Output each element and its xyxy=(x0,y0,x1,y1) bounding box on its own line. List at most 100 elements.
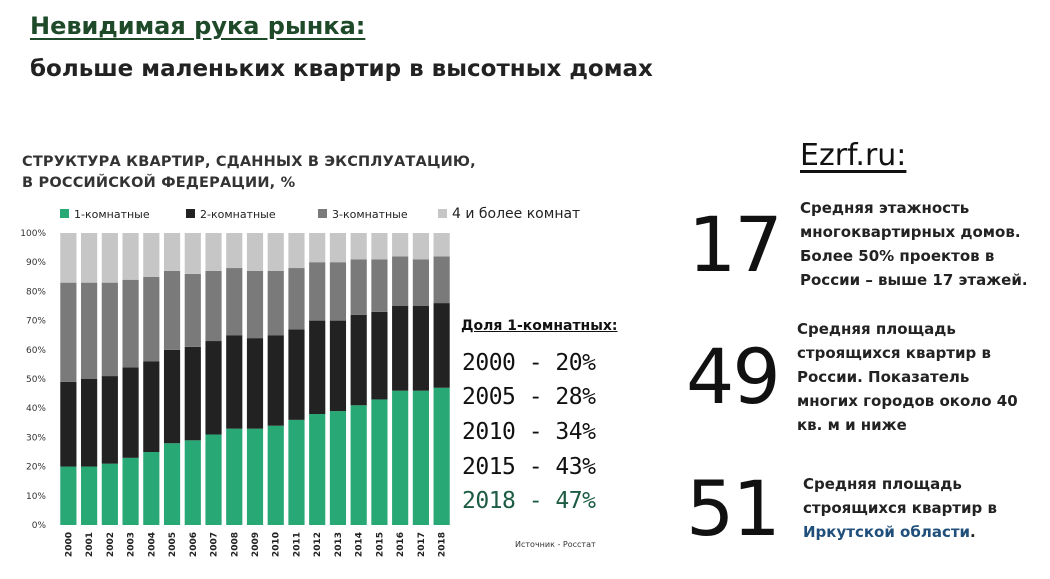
legend-swatch xyxy=(438,209,447,218)
bar-segment xyxy=(267,335,284,426)
bar-segment xyxy=(226,335,243,429)
x-tick-label: 2014 xyxy=(355,532,365,557)
bar-segment xyxy=(101,376,118,464)
bar-segment xyxy=(163,270,181,350)
bar-segment xyxy=(350,233,367,260)
bar-segment xyxy=(81,466,98,525)
stat-line: Средняя площадь xyxy=(797,320,956,338)
x-tick-label: 2013 xyxy=(334,532,344,557)
bar-segment xyxy=(392,306,409,391)
y-tick-label: 50% xyxy=(26,375,46,385)
page-title: Невидимая рука рынка: xyxy=(30,12,366,40)
share-item: 2000 - 20% xyxy=(462,350,596,376)
bar-segment xyxy=(433,256,450,304)
stat-line: Более 50% проектов в xyxy=(800,247,995,265)
legend-label: 2-комнатные xyxy=(200,208,276,221)
bar-segment xyxy=(122,367,139,458)
bar-segment xyxy=(309,233,326,263)
bar-segment xyxy=(309,262,326,321)
bar-segment xyxy=(246,338,264,429)
share-item: 2018 - 47% xyxy=(462,488,596,514)
bar-segment xyxy=(267,270,284,336)
bar-segment xyxy=(184,346,201,441)
stat-line-tail: . xyxy=(970,523,976,541)
bar-segment xyxy=(81,233,98,283)
bar-segment xyxy=(329,233,347,263)
stat-line: Средняя этажность xyxy=(800,199,970,217)
bar-segment xyxy=(60,381,77,467)
bar-segment xyxy=(143,361,160,452)
stat-line: России – выше 17 этажей. xyxy=(800,271,1028,289)
bar-segment xyxy=(329,411,347,525)
bar-segment xyxy=(329,262,347,321)
bar-segment xyxy=(184,440,201,525)
chart-title-line1: СТРУКТУРА КВАРТИР, СДАННЫХ В ЭКСПЛУАТАЦИ… xyxy=(22,154,476,170)
y-tick-label: 100% xyxy=(20,229,46,239)
legend-label: 4 и более комнат xyxy=(452,206,580,222)
stat-line: многих городов около 40 xyxy=(797,392,1018,410)
stat-line: кв. м и ниже xyxy=(797,416,907,434)
stat-line: многоквартирных домов. xyxy=(800,223,1021,241)
x-tick-label: 2007 xyxy=(210,532,220,557)
share-title: Доля 1-комнатных: xyxy=(461,318,618,334)
bar-segment xyxy=(143,276,160,362)
bar-segment xyxy=(412,390,429,525)
bar-segment xyxy=(350,259,367,315)
bar-segment xyxy=(309,320,326,415)
bar-segment xyxy=(246,270,264,339)
bar-segment xyxy=(246,233,264,271)
bar-segment xyxy=(205,270,222,342)
x-tick-label: 2008 xyxy=(230,532,240,557)
page-subtitle: больше маленьких квартир в высотных дома… xyxy=(30,56,653,82)
chart-title-line2: В РОССИЙСКОЙ ФЕДЕРАЦИИ, % xyxy=(22,175,296,191)
bar-segment xyxy=(226,268,243,336)
bar-segment xyxy=(101,233,118,283)
x-tick-label: 2011 xyxy=(292,532,302,557)
share-item: 2010 - 34% xyxy=(462,419,596,445)
bar-segment xyxy=(143,233,160,277)
site-name: Ezrf.ru: xyxy=(800,138,907,173)
x-tick-label: 2004 xyxy=(147,532,157,557)
x-tick-label: 2012 xyxy=(313,532,323,557)
bar-segment xyxy=(288,233,305,269)
bar-segment xyxy=(267,425,284,525)
bar-segment xyxy=(433,387,450,525)
bar-segment xyxy=(371,311,388,400)
bar-segment xyxy=(205,233,222,271)
bar-segment xyxy=(101,463,118,525)
source-note: Источник - Росстат xyxy=(515,540,596,549)
stat-number: 17 xyxy=(688,200,783,289)
stat-line: Средняя площадь xyxy=(803,475,962,493)
x-tick-label: 2010 xyxy=(272,532,282,557)
y-tick-label: 20% xyxy=(26,463,46,473)
bar-segment xyxy=(205,341,222,435)
legend-swatch xyxy=(318,209,327,218)
bar-segment xyxy=(205,434,222,525)
bar-segment xyxy=(371,399,388,525)
bar-segment xyxy=(163,443,181,525)
bar-segment xyxy=(309,414,326,525)
bar-segment xyxy=(412,233,429,260)
y-tick-label: 80% xyxy=(26,287,46,297)
bar-segment xyxy=(163,349,181,444)
bar-segment xyxy=(329,320,347,412)
bar-segment xyxy=(81,379,98,467)
stat-number: 49 xyxy=(686,332,781,421)
bar-segment xyxy=(184,273,201,347)
stacked-bar-chart: 1-комнатные 2-комнатные 3-комнатные 4 и бол… xyxy=(20,206,580,557)
bar-segment xyxy=(184,233,201,274)
x-tick-label: 2006 xyxy=(189,532,199,557)
y-tick-label: 10% xyxy=(26,492,46,502)
stat-line: строящихся квартир в xyxy=(797,344,991,362)
bar-segment xyxy=(412,306,429,391)
bar-segment xyxy=(101,282,118,377)
x-tick-label: 2002 xyxy=(106,532,116,557)
x-tick-label: 2003 xyxy=(127,532,137,557)
bar-segment xyxy=(392,390,409,525)
bar-segment xyxy=(412,259,429,306)
stat-description: Средняя площадь строящихся квартир в Ирк… xyxy=(803,472,997,544)
bar-segment xyxy=(226,428,243,525)
bar-segment xyxy=(60,233,77,283)
stat-line: Иркутской области. xyxy=(803,520,997,544)
bar-segment xyxy=(350,405,367,525)
